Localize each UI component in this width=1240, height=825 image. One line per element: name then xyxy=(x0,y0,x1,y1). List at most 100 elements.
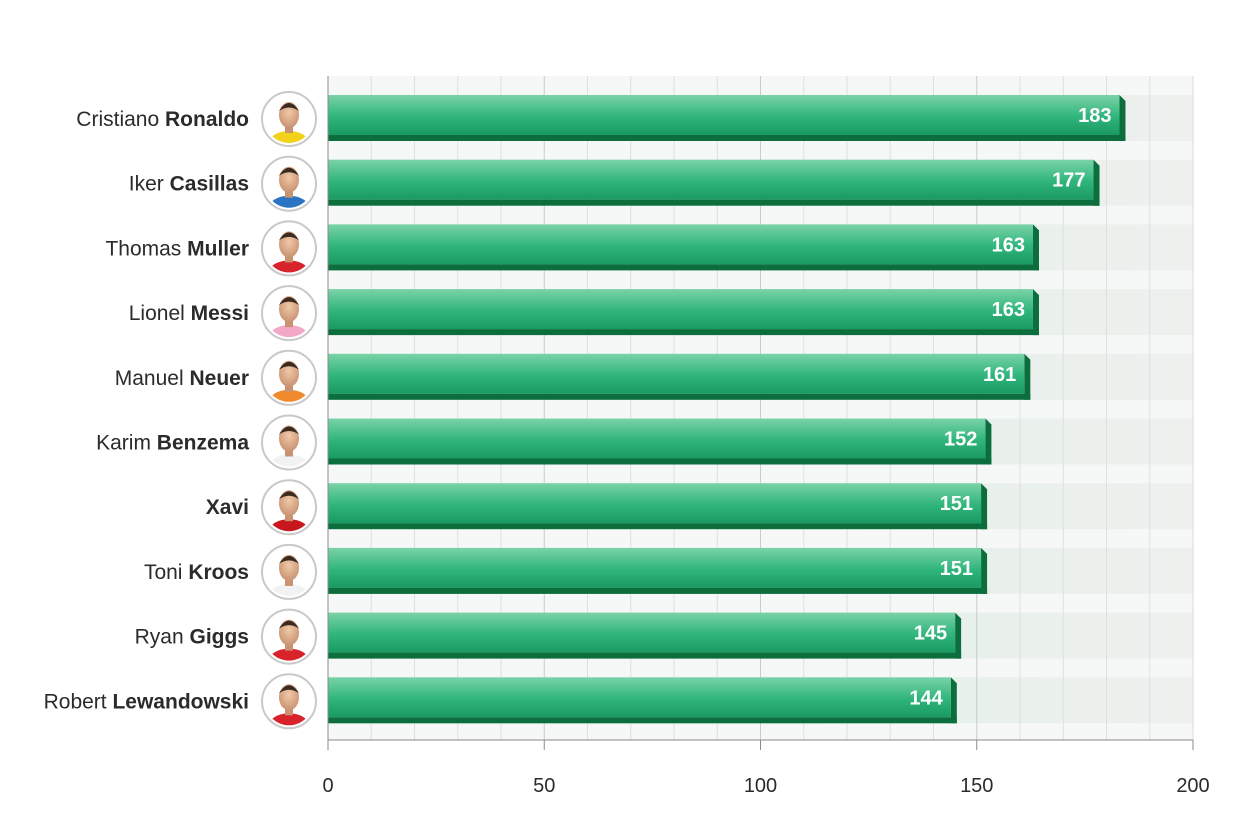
bar-side xyxy=(1119,95,1126,141)
bar: 151 xyxy=(328,547,988,594)
last-name: Xavi xyxy=(206,496,249,519)
bar-face xyxy=(328,677,951,718)
avatar-portrait xyxy=(265,159,313,208)
first-name: Lionel xyxy=(129,302,191,325)
player-avatar xyxy=(261,220,317,277)
last-name: Ronaldo xyxy=(165,108,249,131)
avatar-portrait xyxy=(265,353,313,402)
player-avatar xyxy=(261,414,317,471)
avatar-portrait xyxy=(265,418,313,467)
value-label: 151 xyxy=(940,493,973,515)
bar-bottom xyxy=(328,393,1031,400)
avatar-shirt xyxy=(269,389,309,402)
bar-side xyxy=(981,483,988,530)
bar-side xyxy=(981,547,988,594)
avatar-portrait xyxy=(265,95,313,143)
bar-bottom xyxy=(328,329,1039,336)
bar-side xyxy=(1032,289,1039,336)
x-axis: 0 50 100 150 200 xyxy=(322,76,1210,797)
last-name: Messi xyxy=(191,302,249,325)
bar-bottom xyxy=(328,458,992,465)
x-tick-label: 200 xyxy=(1176,775,1209,797)
avatar-shirt xyxy=(269,713,309,726)
first-name: Karim xyxy=(96,432,157,455)
last-name: Casillas xyxy=(170,173,249,196)
bar-face xyxy=(328,224,1033,265)
player-name: Ryan Giggs xyxy=(135,626,249,649)
bar-side xyxy=(950,677,957,724)
player-avatar xyxy=(261,543,317,600)
bar: 152 xyxy=(328,418,992,465)
bar: 183 xyxy=(328,95,1126,141)
avatar-hair xyxy=(279,232,299,241)
avatar-hair xyxy=(279,620,299,629)
player-avatar xyxy=(261,608,317,665)
x-tick-label: 150 xyxy=(960,775,993,797)
avatar-face xyxy=(279,619,299,646)
player-avatar xyxy=(261,91,317,147)
bar-face xyxy=(328,159,1094,200)
avatar-hair xyxy=(279,361,299,370)
avatar-shirt xyxy=(269,131,309,143)
player-avatar xyxy=(261,285,317,342)
bar-side xyxy=(1093,159,1100,206)
value-label: 144 xyxy=(909,687,943,709)
avatar-face xyxy=(279,231,299,258)
avatar-shirt xyxy=(269,583,309,596)
avatar-face xyxy=(279,296,299,323)
avatar-hair xyxy=(279,555,299,564)
player-name: Xavi xyxy=(206,496,249,519)
value-label: 152 xyxy=(944,429,977,451)
avatar-shirt xyxy=(269,454,309,467)
avatar-face xyxy=(279,684,299,711)
avatar-hair xyxy=(279,167,299,176)
avatar-shirt xyxy=(269,519,309,532)
first-name: Thomas xyxy=(105,237,187,260)
bar-bottom xyxy=(328,199,1100,206)
bar-side xyxy=(1024,353,1031,400)
last-name: Benzema xyxy=(157,432,250,455)
bars: 183 177 163 163 161 152 151 151 145 144 xyxy=(328,95,1126,724)
avatar-hair xyxy=(279,426,299,435)
value-label: 161 xyxy=(983,364,1016,386)
category-labels: Cristiano Ronaldo Iker Casillas Thomas Mul… xyxy=(44,108,250,713)
bar: 144 xyxy=(328,677,957,724)
avatar-hair xyxy=(279,297,299,306)
bar: 163 xyxy=(328,289,1039,336)
avatar-shirt xyxy=(269,648,309,661)
bar-face xyxy=(328,353,1025,394)
last-name: Muller xyxy=(187,237,249,260)
bar-bottom xyxy=(328,135,1126,141)
x-tick-label: 100 xyxy=(744,775,777,797)
avatar-shirt xyxy=(269,325,309,338)
avatar-face xyxy=(279,490,299,517)
player-name: Thomas Muller xyxy=(105,237,249,260)
avatar-hair xyxy=(279,491,299,500)
avatar-hair xyxy=(279,685,299,694)
bar-bottom xyxy=(328,717,957,724)
player-name: Iker Casillas xyxy=(129,173,249,196)
bar-face xyxy=(328,547,982,588)
bar-face xyxy=(328,418,986,459)
first-name: Manuel xyxy=(115,367,190,390)
x-tick-label: 50 xyxy=(533,775,555,797)
bar-side xyxy=(985,418,992,465)
player-name: Karim Benzema xyxy=(96,432,249,455)
bar-bottom xyxy=(328,652,962,659)
player-avatar xyxy=(261,479,317,536)
first-name: Cristiano xyxy=(76,108,165,131)
value-label: 177 xyxy=(1052,170,1085,192)
value-label: 163 xyxy=(992,299,1025,321)
bar: 145 xyxy=(328,612,962,659)
avatar-face xyxy=(279,166,299,193)
avatar-shirt xyxy=(269,195,309,208)
avatar-portrait xyxy=(265,612,313,661)
x-tick-label: 0 xyxy=(322,775,333,797)
bar-face xyxy=(328,289,1033,330)
bar-bottom xyxy=(328,264,1039,271)
avatar-face xyxy=(279,554,299,581)
bar-face xyxy=(328,483,982,524)
last-name: Neuer xyxy=(189,367,249,390)
bar: 151 xyxy=(328,483,988,530)
avatars xyxy=(261,91,317,730)
